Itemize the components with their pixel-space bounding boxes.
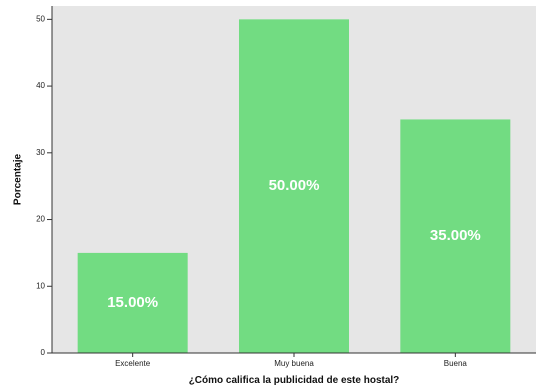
x-axis: Excelente Muy buena Buena: [52, 353, 536, 368]
y-tick-label: 0: [41, 348, 46, 357]
x-tick-label: Muy buena: [274, 359, 314, 368]
y-tick-label: 20: [36, 215, 45, 224]
y-axis: 0 10 20 30 40 50: [36, 6, 52, 357]
y-tick-label: 50: [36, 14, 45, 23]
y-tick-label: 40: [36, 81, 45, 90]
y-tick-label: 10: [36, 281, 45, 290]
y-tick-label: 30: [36, 148, 45, 157]
data-label-excelente: 15.00%: [107, 294, 158, 311]
x-tick-label: Buena: [444, 359, 468, 368]
y-axis-title: Porcentaje: [13, 153, 24, 205]
x-tick-label: Excelente: [115, 359, 151, 368]
x-axis-title: ¿Cómo califica la publicidad de este hos…: [189, 375, 400, 386]
data-label-muy-buena: 50.00%: [269, 177, 320, 194]
data-label-buena: 35.00%: [430, 227, 481, 244]
